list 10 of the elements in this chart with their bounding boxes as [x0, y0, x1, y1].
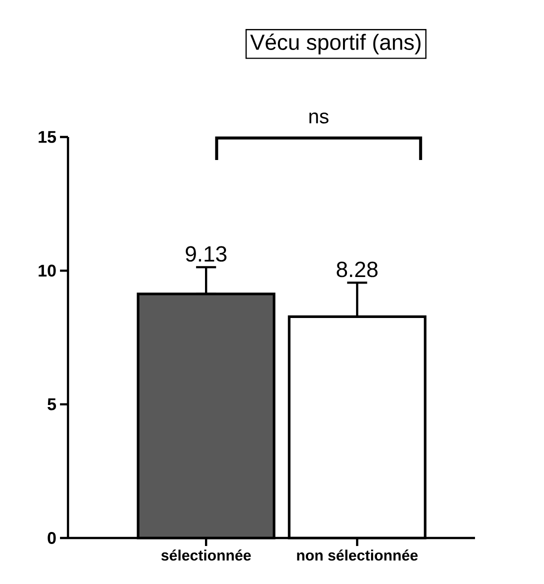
data-label: 8.28 — [336, 262, 378, 278]
data-label: 9.13 — [186, 246, 226, 262]
text: ns — [309, 112, 328, 124]
x-tick-label: non sélectionnée — [297, 550, 418, 561]
y-tick-label: 0 — [48, 532, 56, 544]
y-tick-label: 5 — [48, 398, 56, 410]
chart-title: Vécu sportif (ans) — [250, 34, 420, 54]
x-tick-label: sélectionnée — [161, 550, 251, 561]
y-tick-label: 10 — [38, 264, 56, 277]
y-tick-label: 15 — [38, 131, 56, 143]
